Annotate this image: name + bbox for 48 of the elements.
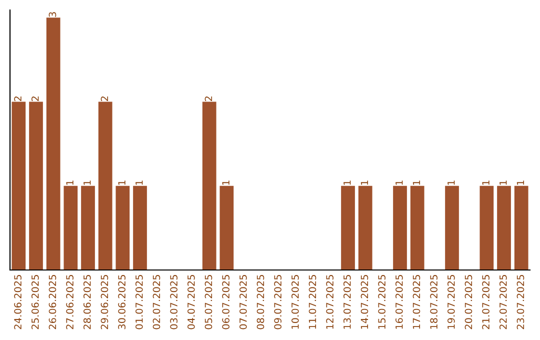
- x-tick-label: 16.07.2025: [395, 275, 403, 329]
- x-tick-label: 03.07.2025: [170, 275, 178, 330]
- data-label: 3: [48, 12, 56, 17]
- data-label: 2: [31, 96, 39, 102]
- data-label: 1: [516, 180, 524, 185]
- x-tick-label: 21.07.2025: [482, 275, 490, 330]
- x-tick-label: 06.07.2025: [222, 275, 230, 330]
- x-tick-label: 08.07.2025: [256, 275, 264, 330]
- x-tick-label: 02.07.2025: [152, 275, 160, 330]
- data-label: 1: [360, 180, 368, 185]
- x-tick-label: 10.07.2025: [291, 275, 299, 329]
- x-tick-label: 05.07.2025: [204, 275, 212, 330]
- x-tick-label: 18.07.2025: [430, 275, 438, 329]
- data-label: 1: [118, 180, 126, 185]
- data-label: 1: [344, 180, 351, 185]
- x-tick-label: 20.07.2025: [464, 275, 472, 330]
- x-tick-label: 27.06.2025: [66, 275, 74, 330]
- x-tick-label: 26.06.2025: [48, 275, 56, 330]
- x-tick-label: 17.07.2025: [412, 275, 420, 329]
- data-label: 2: [100, 96, 108, 102]
- x-tick-label: 12.07.2025: [326, 275, 334, 329]
- x-tick-label: 15.07.2025: [378, 275, 386, 329]
- x-tick-label: 28.06.2025: [83, 275, 91, 330]
- data-label: 1: [500, 180, 507, 185]
- data-label: 1: [482, 180, 490, 185]
- x-tick-label: 11.07.2025: [308, 275, 316, 329]
- x-tick-label: 30.06.2025: [118, 275, 126, 330]
- data-label: 2: [204, 96, 212, 102]
- data-label: 1: [84, 180, 91, 185]
- data-label: 2: [14, 96, 22, 102]
- x-tick-label: 04.07.2025: [187, 275, 195, 330]
- data-label: 1: [396, 180, 403, 185]
- data-label: 1: [448, 180, 455, 185]
- x-tick-label: 13.07.2025: [343, 275, 351, 329]
- x-tick-label: 22.07.2025: [499, 275, 507, 330]
- x-tick-label: 01.07.2025: [135, 275, 143, 330]
- x-tick-label: 19.07.2025: [447, 275, 455, 329]
- data-label: 1: [136, 180, 143, 185]
- x-tick-label: 25.06.2025: [31, 275, 39, 330]
- data-label: 1: [222, 180, 230, 185]
- x-tick-label: 07.07.2025: [239, 275, 247, 330]
- data-label: 1: [66, 180, 74, 185]
- x-tick-label: 24.06.2025: [14, 275, 22, 330]
- x-tick-label: 23.07.2025: [516, 275, 524, 330]
- x-tick-label: 09.07.2025: [274, 275, 282, 330]
- x-tick-label: 29.06.2025: [100, 275, 108, 330]
- data-label: 1: [412, 180, 420, 185]
- x-tick-label: 14.07.2025: [360, 275, 368, 329]
